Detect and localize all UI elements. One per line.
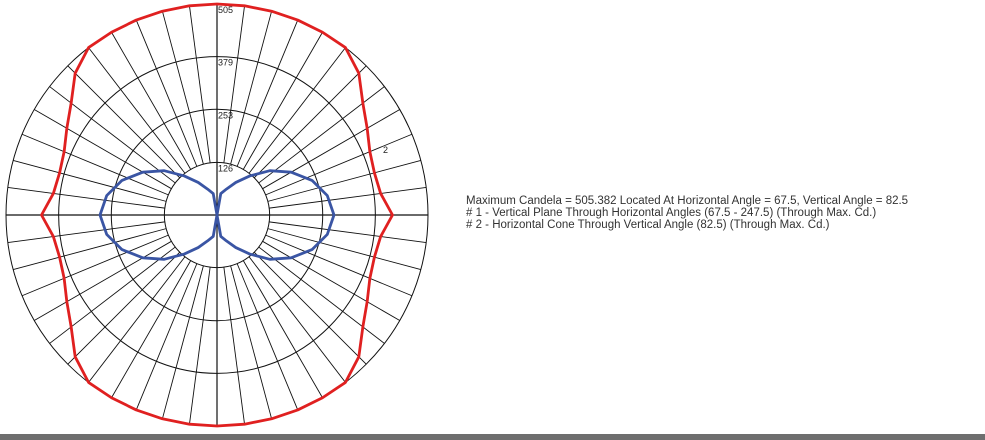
spoke-line bbox=[49, 246, 176, 344]
spoke-line bbox=[13, 159, 167, 202]
spoke-line bbox=[135, 19, 198, 167]
spoke-line bbox=[258, 86, 385, 184]
spoke-line bbox=[236, 263, 299, 411]
spoke-line bbox=[253, 251, 367, 365]
radial-tick-label: 379 bbox=[218, 58, 233, 68]
spoke-line bbox=[242, 32, 323, 170]
spoke-line bbox=[7, 187, 165, 209]
spoke-line bbox=[67, 251, 181, 365]
radial-tick-labels: 126 253 379 505 bbox=[218, 5, 233, 173]
spoke-line bbox=[248, 256, 346, 383]
spoke-line bbox=[230, 11, 273, 165]
spoke-line bbox=[189, 267, 211, 425]
spoke-line bbox=[21, 234, 169, 297]
curve-2-description: # 2 - Horizontal Cone Through Vertical A… bbox=[466, 219, 830, 231]
radial-tick-label: 253 bbox=[218, 110, 233, 120]
spoke-line bbox=[7, 221, 165, 243]
spoke-line bbox=[13, 228, 167, 271]
bottom-divider bbox=[0, 434, 985, 440]
spoke-line bbox=[49, 86, 176, 184]
spoke-line bbox=[88, 256, 186, 383]
spoke-line bbox=[269, 187, 427, 209]
spoke-line bbox=[242, 260, 323, 398]
spoke-line bbox=[67, 65, 181, 179]
spoke-line bbox=[161, 265, 204, 419]
series-curve-2 bbox=[98, 169, 336, 261]
curve-1-description: # 1 - Vertical Plane Through Horizontal … bbox=[466, 207, 877, 219]
series-layer bbox=[40, 2, 394, 428]
spoke-line bbox=[265, 234, 413, 297]
spoke-line bbox=[262, 240, 400, 321]
spoke-line bbox=[21, 133, 169, 196]
spoke-line bbox=[265, 133, 413, 196]
spoke-line bbox=[34, 240, 172, 321]
spoke-line bbox=[34, 109, 172, 190]
spoke-line bbox=[189, 5, 211, 163]
spoke-line bbox=[135, 263, 198, 411]
spoke-line bbox=[161, 11, 204, 165]
spoke-line bbox=[253, 65, 367, 179]
radial-tick-label: 126 bbox=[218, 163, 233, 173]
series-curve-1 bbox=[40, 2, 394, 428]
spoke-line bbox=[111, 260, 192, 398]
spoke-line bbox=[267, 228, 421, 271]
spoke-line bbox=[223, 267, 245, 425]
spoke-line bbox=[248, 47, 346, 174]
max-candela-text: Maximum Candela = 505.382 Located At Hor… bbox=[466, 195, 909, 207]
polar-candela-chart: 126 253 379 505 2 bbox=[5, 2, 429, 428]
spoke-line bbox=[230, 265, 273, 419]
radial-tick-label: 505 bbox=[218, 5, 233, 15]
spoke-line bbox=[269, 221, 427, 243]
spoke-line bbox=[267, 159, 421, 202]
spoke-line bbox=[236, 19, 299, 167]
candela-info-panel: Maximum Candela = 505.382 Located At Hor… bbox=[466, 195, 981, 231]
spoke-line bbox=[111, 32, 192, 170]
curve-label: 2 bbox=[383, 145, 388, 155]
spoke-line bbox=[262, 109, 400, 190]
spoke-line bbox=[258, 246, 385, 344]
spoke-line bbox=[88, 47, 186, 174]
spoke-line bbox=[223, 5, 245, 163]
curve-labels: 2 bbox=[383, 145, 388, 155]
